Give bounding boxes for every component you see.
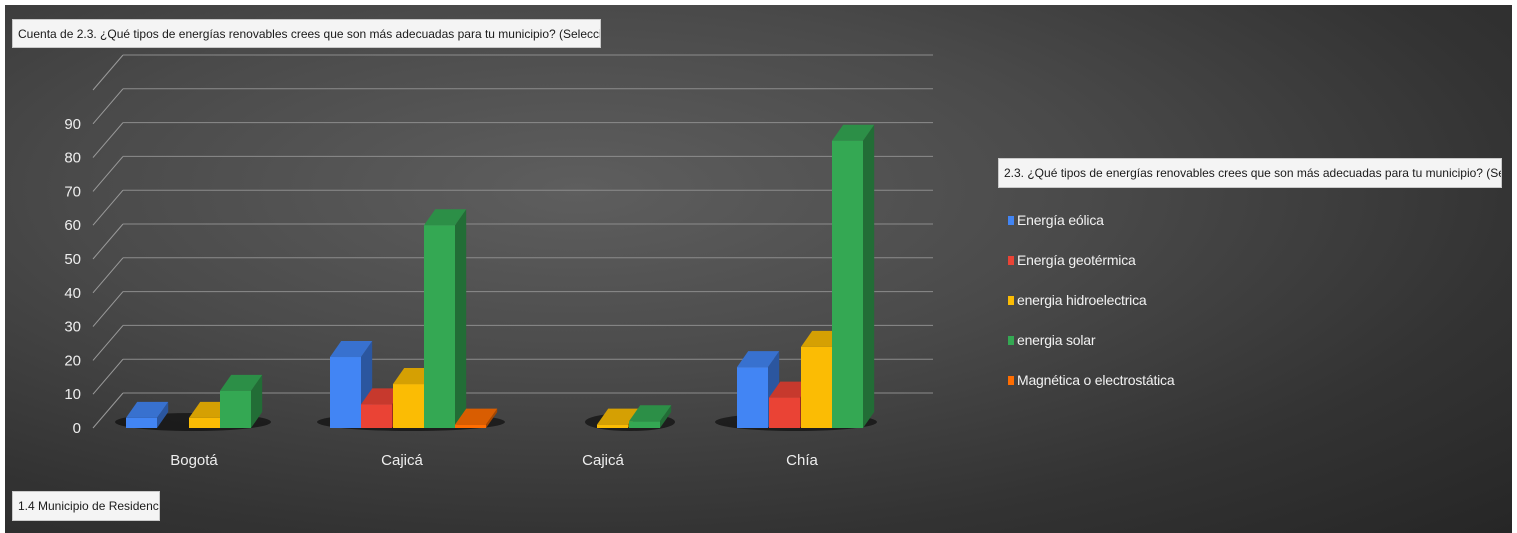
bar-top	[424, 209, 467, 226]
bar-top	[455, 408, 498, 425]
gridline-depth	[92, 88, 124, 125]
bar-top	[330, 341, 373, 358]
y-tick-label: 90	[64, 116, 81, 133]
bar	[455, 408, 498, 428]
x-tick-label: Bogotá	[170, 452, 218, 469]
gridline-depth	[92, 122, 124, 158]
gridline-depth	[92, 392, 124, 429]
x-tick-label: Chía	[786, 452, 818, 469]
bar-side	[486, 408, 498, 428]
legend-label: energia solar	[1017, 332, 1096, 348]
gridline-depth	[92, 358, 124, 395]
gridline-depth	[92, 189, 124, 226]
legend-swatch	[1008, 295, 1014, 305]
gridline-depth	[92, 325, 124, 361]
legend-swatch	[1008, 335, 1014, 345]
axis-field-label: 1.4 Municipio de Residencia	[18, 499, 160, 513]
chart-area: 0 10 20 30 40 50 60 70 80 90 Bogotá Cajicá Cajicá Chí…	[5, 5, 1512, 533]
bar-top	[769, 381, 812, 398]
legend-swatch	[1008, 375, 1014, 385]
legend-field-label: 2.3. ¿Qué tipos de energías renovables c…	[1004, 166, 1501, 180]
bar-front	[455, 424, 486, 428]
legend-swatch	[1008, 215, 1014, 225]
bar-front	[832, 140, 863, 428]
legend-swatch	[1008, 255, 1014, 265]
y-tick-label: 50	[64, 251, 81, 268]
x-tick-label: Cajicá	[381, 452, 423, 469]
bar-side	[455, 209, 467, 428]
bar-front	[801, 346, 832, 428]
gridline-depth	[92, 291, 124, 327]
bar	[832, 124, 875, 428]
bar	[424, 209, 467, 428]
bar	[629, 405, 672, 428]
y-tick-label: 80	[64, 150, 81, 167]
legend-field-dropdown[interactable]: 2.3. ¿Qué tipos de energías renovables c…	[998, 158, 1502, 188]
bar-top	[737, 351, 780, 368]
bar-front	[424, 225, 455, 428]
gridline-depth	[92, 257, 124, 294]
bar-side	[863, 124, 875, 428]
y-tick-label: 30	[64, 319, 81, 336]
legend-label: Magnética o electrostática	[1017, 372, 1175, 388]
bar	[769, 381, 812, 428]
bar-front	[393, 384, 424, 428]
bar-top	[220, 374, 263, 391]
bar	[220, 374, 263, 428]
bar-top	[361, 388, 404, 405]
bar-front	[597, 424, 628, 428]
bar-front	[189, 417, 220, 428]
bar-top	[629, 405, 672, 422]
bar-front	[126, 417, 157, 428]
bar-front	[769, 397, 800, 428]
legend-item: Energía geotérmica	[1008, 240, 1174, 280]
bar-front	[361, 404, 392, 428]
bar-front	[220, 390, 251, 428]
y-tick-label: 40	[64, 285, 81, 302]
pivot-chart: 0 10 20 30 40 50 60 70 80 90 Bogotá Cajicá Cajicá Chí…	[64, 54, 933, 469]
chart-title: Cuenta de 2.3. ¿Qué tipos de energías re…	[18, 26, 601, 41]
gridline-depth	[92, 54, 124, 91]
bar-top	[126, 401, 169, 418]
legend-item: energia hidroelectrica	[1008, 280, 1174, 320]
legend-item: energia solar	[1008, 320, 1174, 360]
bar-front	[629, 421, 660, 428]
bar-top	[597, 408, 640, 425]
y-tick-label: 0	[73, 420, 81, 437]
bar	[737, 351, 780, 428]
legend-label: Energía eólica	[1017, 212, 1104, 228]
y-tick-label: 60	[64, 217, 81, 234]
bar-side	[157, 401, 169, 428]
y-tick-label: 20	[64, 352, 81, 369]
bar-top	[832, 124, 875, 141]
legend-item: Energía eólica	[1008, 200, 1174, 240]
bar-side	[660, 405, 672, 428]
bar-front	[737, 367, 768, 428]
chart-title-field-button[interactable]: Cuenta de 2.3. ¿Qué tipos de energías re…	[12, 19, 601, 48]
y-tick-label: 70	[64, 183, 81, 200]
gridline-depth	[92, 223, 124, 260]
bar-side	[251, 374, 263, 428]
legend-label: energia hidroelectrica	[1017, 292, 1147, 308]
gridline-depth	[92, 156, 124, 192]
legend-label: Energía geotérmica	[1017, 252, 1136, 268]
bar	[126, 401, 169, 428]
bar-front	[330, 357, 361, 428]
legend-item: Magnética o electrostática	[1008, 360, 1175, 400]
x-tick-label: Cajicá	[582, 452, 624, 469]
y-tick-label: 10	[64, 386, 81, 403]
legend: Energía eólica Energía geotérmica energi…	[1008, 200, 1175, 400]
axis-field-dropdown[interactable]: 1.4 Municipio de Residencia ▼	[12, 491, 160, 521]
